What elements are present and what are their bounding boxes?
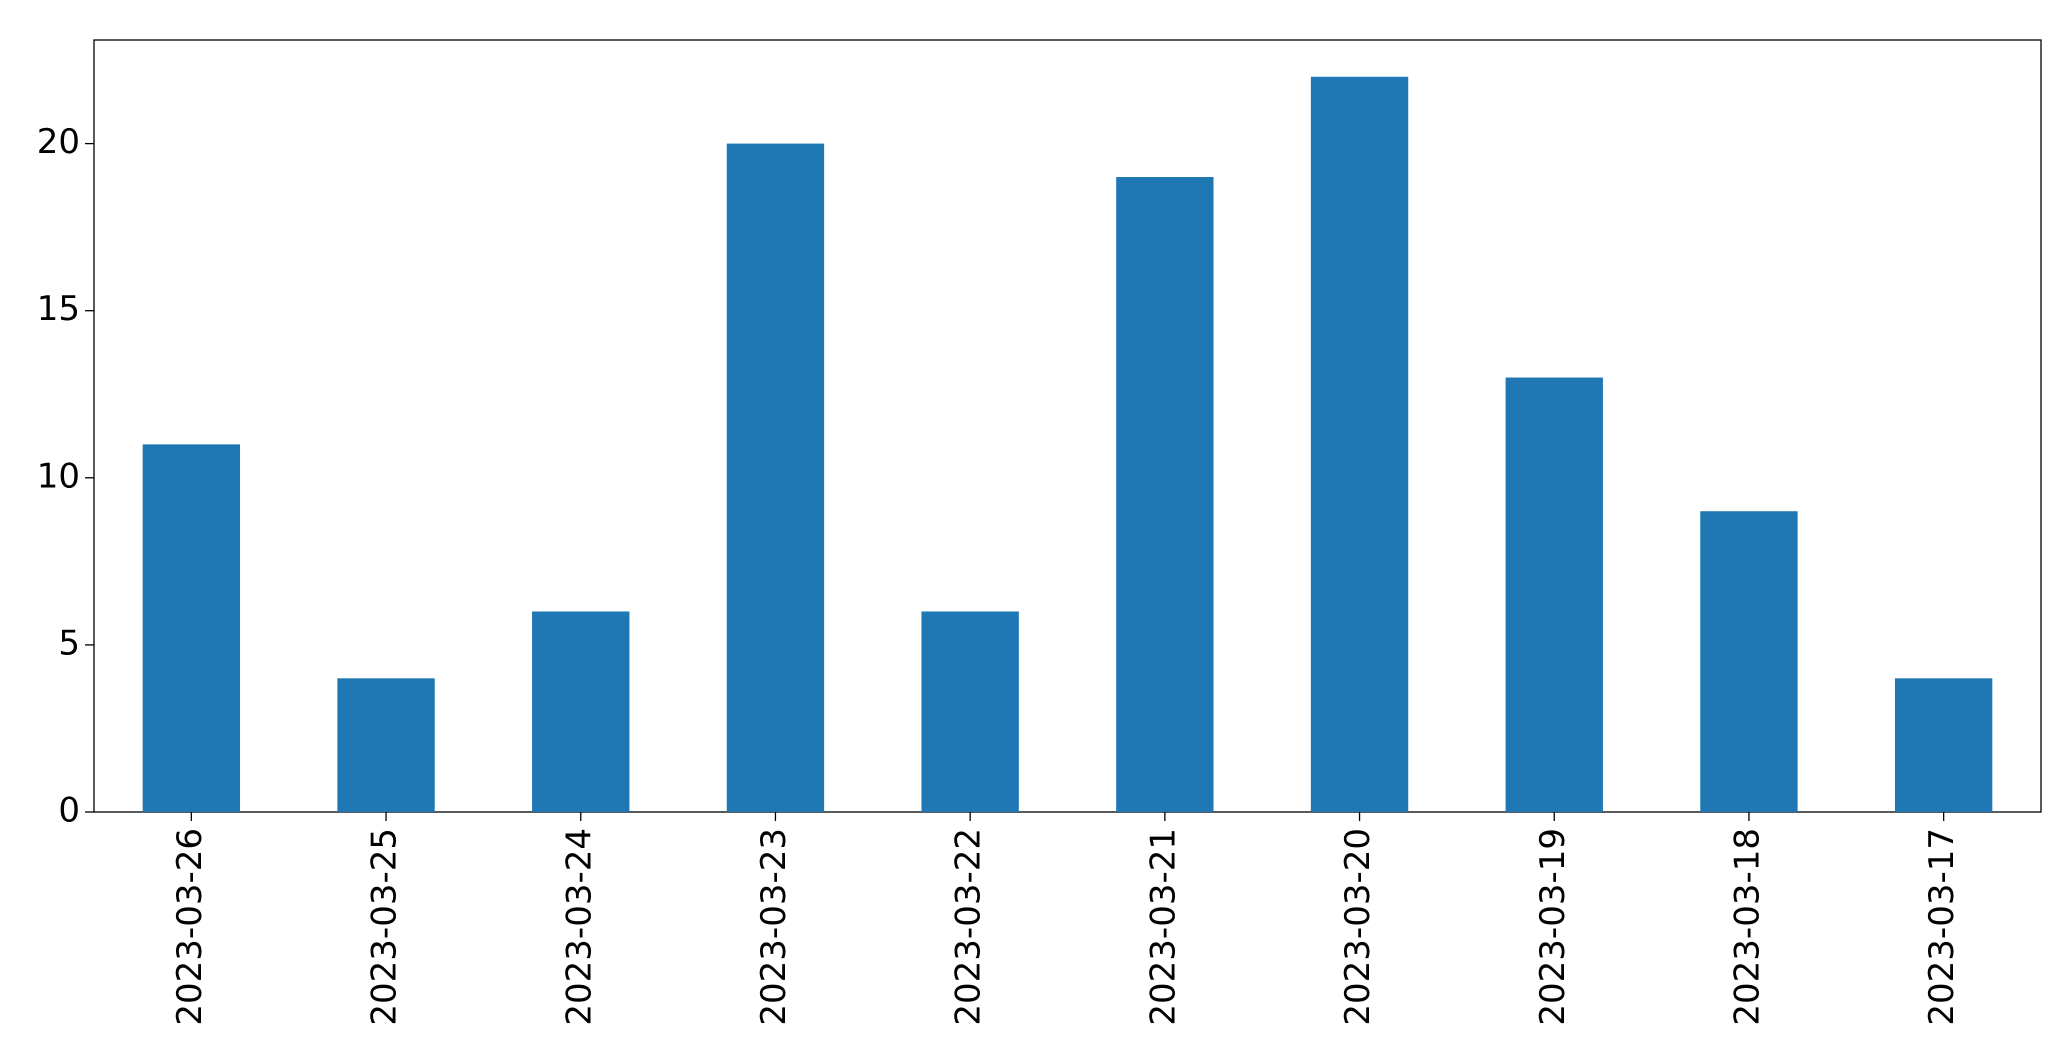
x-tick-label: 2023-03-23 (754, 828, 794, 1026)
bar (1310, 76, 1409, 812)
bar (921, 611, 1019, 812)
y-tick-label: 15 (37, 289, 80, 329)
x-tick-label: 2023-03-18 (1727, 828, 1767, 1026)
bar (1116, 177, 1214, 812)
x-tick-label: 2023-03-17 (1922, 828, 1962, 1026)
x-tick-label: 2023-03-19 (1533, 828, 1573, 1026)
x-tick-label: 2023-03-25 (365, 828, 405, 1026)
bar (1700, 511, 1798, 812)
bar (142, 444, 241, 812)
bar (1505, 377, 1603, 812)
y-tick-label: 0 (58, 791, 80, 831)
bar (337, 678, 435, 812)
plot-frame (93, 39, 2042, 813)
bar (532, 611, 630, 812)
x-tick-label: 2023-03-24 (559, 828, 599, 1026)
y-tick-label: 5 (58, 623, 80, 663)
bar (1894, 678, 1993, 812)
x-tick-label: 2023-03-21 (1143, 828, 1183, 1026)
y-tick-label: 20 (37, 122, 80, 162)
x-tick-label: 2023-03-20 (1338, 828, 1378, 1026)
x-tick-label: 2023-03-22 (949, 828, 989, 1026)
y-tick-label: 10 (37, 456, 80, 496)
x-tick-label: 2023-03-26 (170, 828, 210, 1026)
bar (726, 143, 825, 812)
